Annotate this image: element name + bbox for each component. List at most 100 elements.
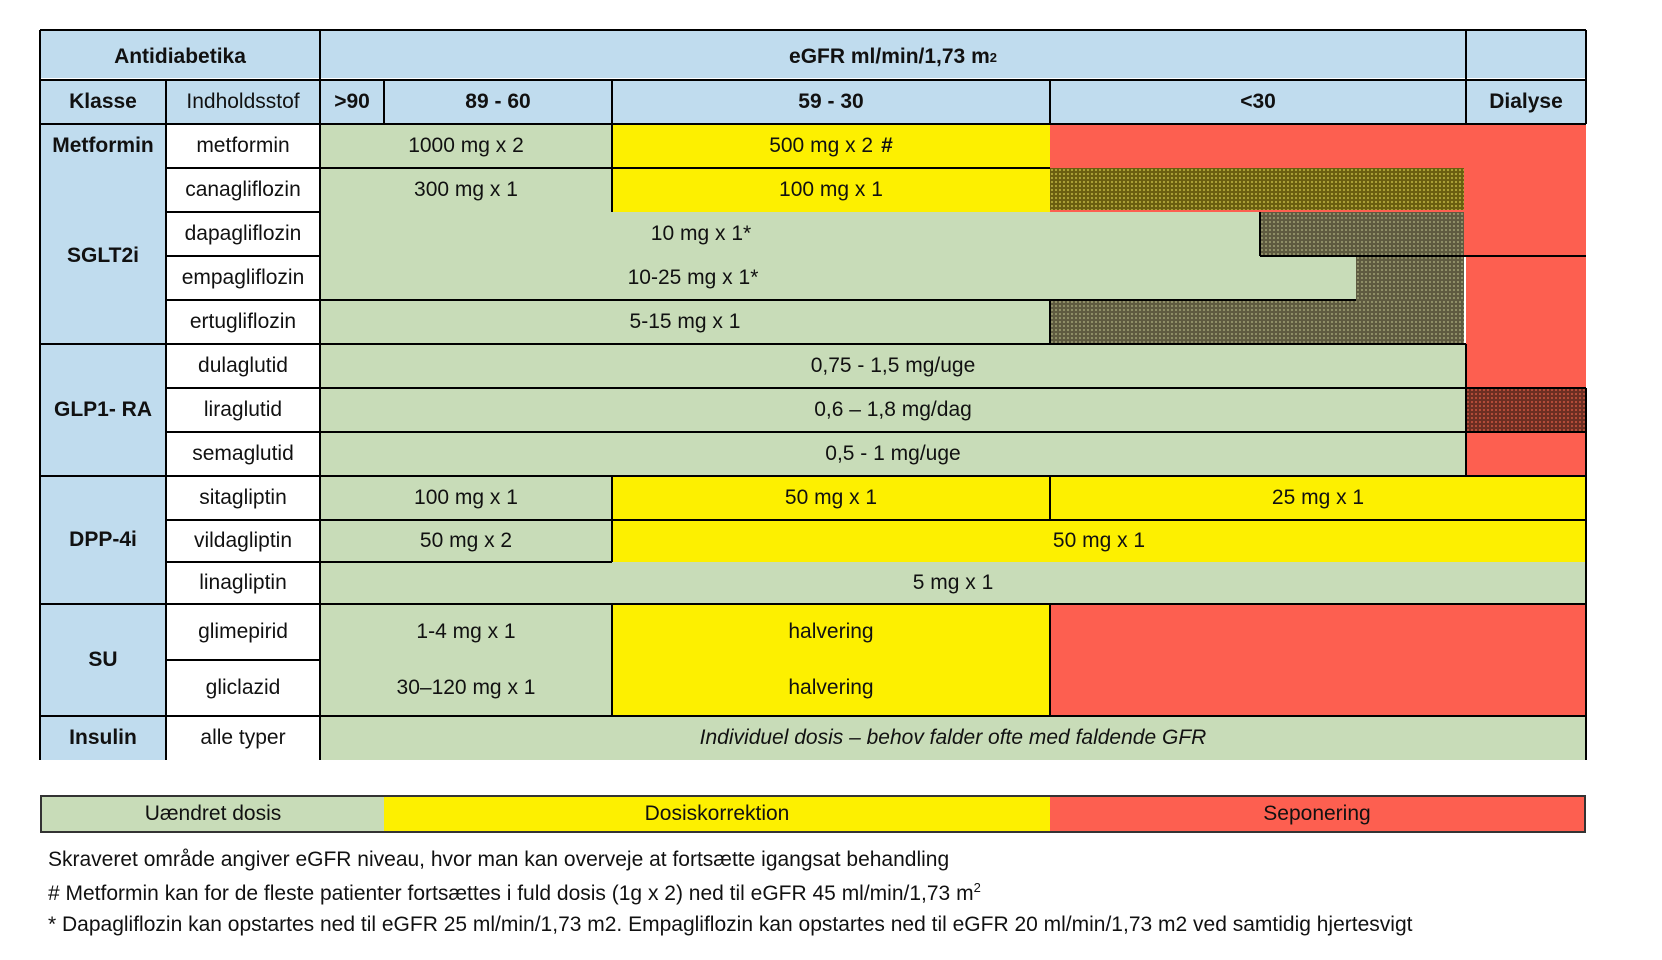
glimepirid-dose-normal: 1-4 mg x 1 <box>320 604 612 660</box>
header-col-dialyse: Dialyse <box>1466 80 1586 124</box>
grid-line <box>1260 255 1586 257</box>
grid-line <box>611 80 613 124</box>
drug-name-semaglutid: semaglutid <box>166 432 320 476</box>
class-metformin: Metformin <box>40 124 166 168</box>
footnote-metformin-text: # Metformin kan for de fleste patienter … <box>48 882 974 905</box>
legend-discontinue: Seponering <box>1050 795 1586 833</box>
grid-line <box>1049 300 1051 344</box>
class-insulin: Insulin <box>40 716 166 760</box>
class-sglt2i: SGLT2i <box>40 168 166 344</box>
dapagliflozin-hatched-area <box>1260 212 1464 256</box>
drug-name-ertugliflozin: ertugliflozin <box>166 300 320 344</box>
header-col-gt90: >90 <box>320 80 384 124</box>
footnote-metformin-superscript: 2 <box>973 880 981 895</box>
metformin-dose-normal: 1000 mg x 2 <box>320 124 612 168</box>
drug-name-dapagliflozin: dapagliflozin <box>166 212 320 256</box>
grid-line <box>1049 604 1051 716</box>
footnote-hatched: Skraveret område angiver eGFR niveau, hv… <box>48 848 950 871</box>
drug-name-empagliflozin: empagliflozin <box>166 256 320 300</box>
grid-line <box>1585 388 1587 760</box>
drug-name-insulin: alle typer <box>166 716 320 760</box>
gliclazid-discontinue <box>1050 660 1586 716</box>
vildagliptin-dose-reduced: 50 mg x 1 <box>612 520 1586 562</box>
semaglutid-dose: 0,5 - 1 mg/uge <box>320 432 1466 476</box>
ertugliflozin-hatched-area <box>1050 300 1464 344</box>
gliclazid-dose-reduced: halvering <box>612 660 1050 716</box>
grid-line <box>166 659 320 661</box>
grid-line <box>39 30 41 760</box>
grid-line <box>166 431 1586 433</box>
gliclazid-dose-normal: 30–120 mg x 1 <box>320 660 612 716</box>
header-col-89-60: 89 - 60 <box>384 80 612 124</box>
drug-name-liraglutid: liraglutid <box>166 388 320 432</box>
grid-line <box>1259 212 1261 256</box>
grid-line <box>166 299 1356 301</box>
canagliflozin-dose-reduced: 100 mg x 1 <box>612 168 1050 212</box>
header-col-lt30: <30 <box>1050 80 1466 124</box>
grid-line <box>166 255 320 257</box>
metformin-dose-reduced: 500 mg x 2 # <box>612 124 1050 168</box>
grid-line <box>40 29 1586 31</box>
grid-line <box>1585 30 1587 124</box>
drug-name-linagliptin: linagliptin <box>166 562 320 604</box>
legend-unchanged: Uændret dosis <box>40 795 384 833</box>
grid-line <box>611 604 613 716</box>
sitagliptin-dose-low: 25 mg x 1 <box>1050 476 1586 520</box>
glimepirid-discontinue <box>1050 604 1586 660</box>
discontinue-block-dialyse <box>1466 256 1586 476</box>
drug-name-sitagliptin: sitagliptin <box>166 476 320 520</box>
glimepirid-dose-reduced: halvering <box>612 604 1050 660</box>
drug-name-canagliflozin: canagliflozin <box>166 168 320 212</box>
class-glp1-ra: GLP1- RA <box>40 344 166 476</box>
liraglutid-dose: 0,6 – 1,8 mg/dag <box>320 388 1466 432</box>
header-egfr-label: eGFR ml/min/1,73 m <box>789 45 990 68</box>
metformin-hash-mark: # <box>881 134 893 157</box>
ertugliflozin-dose: 5-15 mg x 1 <box>320 300 1050 344</box>
header-indholdsstof: Indholdsstof <box>166 80 320 124</box>
grid-line <box>1465 30 1467 124</box>
grid-line <box>1049 80 1051 124</box>
drug-name-glimepirid: glimepirid <box>166 604 320 660</box>
class-su: SU <box>40 604 166 716</box>
drug-name-metformin: metformin <box>166 124 320 168</box>
header-klasse: Klasse <box>40 80 166 124</box>
grid-line <box>383 80 385 124</box>
grid-line <box>1465 344 1467 476</box>
grid-line <box>166 561 612 563</box>
footnote-metformin: # Metformin kan for de fleste patienter … <box>48 880 981 906</box>
footnote-sglt2: * Dapagliflozin kan opstartes ned til eG… <box>48 913 1413 936</box>
grid-line <box>40 79 1586 81</box>
header-col-59-30: 59 - 30 <box>612 80 1050 124</box>
grid-line <box>40 343 1466 345</box>
grid-line <box>40 475 1586 477</box>
grid-line <box>40 603 1586 605</box>
dulaglutid-dose: 0,75 - 1,5 mg/uge <box>320 344 1466 388</box>
empagliflozin-dose: 10-25 mg x 1* <box>320 256 1356 300</box>
empagliflozin-hatched-area <box>1356 256 1464 300</box>
canagliflozin-dose-normal: 300 mg x 1 <box>320 168 612 212</box>
grid-line <box>166 167 1050 169</box>
linagliptin-dose: 5 mg x 1 <box>320 562 1586 604</box>
metformin-dose-reduced-text: 500 mg x 2 <box>769 134 874 157</box>
insulin-dose: Individuel dosis – behov falder ofte med… <box>320 716 1586 760</box>
drug-name-dulaglutid: dulaglutid <box>166 344 320 388</box>
dapagliflozin-dose: 10 mg x 1* <box>320 212 1260 256</box>
grid-line <box>40 123 1586 125</box>
grid-line <box>1049 476 1051 520</box>
class-dpp4i: DPP-4i <box>40 476 166 604</box>
sitagliptin-dose-mid: 50 mg x 1 <box>612 476 1050 520</box>
liraglutid-hatched-dialyse <box>1466 388 1586 432</box>
grid-line <box>40 715 1586 717</box>
grid-line <box>319 30 321 760</box>
grid-line <box>165 80 167 760</box>
header-dialyse-top <box>1466 30 1586 78</box>
canagliflozin-hatched-area <box>1050 168 1464 210</box>
drug-name-vildagliptin: vildagliptin <box>166 520 320 562</box>
header-egfr-superscript: 2 <box>989 49 997 65</box>
vildagliptin-dose-normal: 50 mg x 2 <box>320 520 612 562</box>
sitagliptin-dose-normal: 100 mg x 1 <box>320 476 612 520</box>
header-antidiabetika: Antidiabetika <box>40 30 320 78</box>
grid-line <box>166 211 320 213</box>
drug-name-gliclazid: gliclazid <box>166 660 320 716</box>
